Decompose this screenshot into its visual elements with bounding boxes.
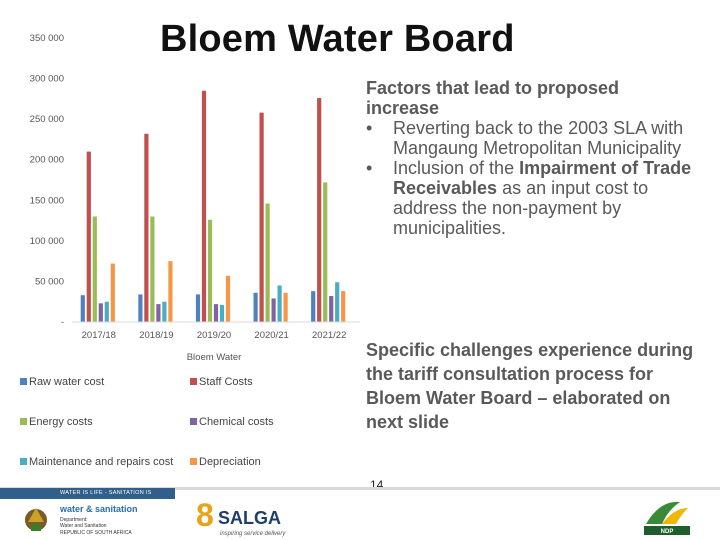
bar-chemical-costs-2019-20 [213, 304, 219, 322]
bar-energy-costs-2017-18 [92, 216, 97, 322]
legend: Raw water cost Staff Costs Energy costs Che… [20, 376, 274, 468]
footer-slogan: WATER IS LIFE - SANITATION IS DIGNITY [0, 488, 175, 507]
x-tick-label: 2021/22 [312, 330, 346, 341]
bar-maintenance-and-repairs-cost-2017-18 [104, 301, 109, 322]
legend-label: Chemical costs [199, 416, 274, 428]
bar-energy-costs-2020-21 [265, 203, 270, 322]
legend-label: Energy costs [29, 416, 93, 428]
x-axis: 2017/18 2018/19 2019/20 2020/21 2021/22 [82, 330, 347, 341]
bar-raw-water-cost-2017-18 [80, 295, 85, 322]
salga-logo-tagline: inspiring service delivery [220, 531, 286, 537]
y-tick-label: - [61, 317, 64, 328]
legend-label: Depreciation [199, 456, 261, 468]
slide-title: Bloem Water Board [160, 18, 515, 60]
bar-chemical-costs-2017-18 [98, 303, 103, 322]
ndp-logo: NDP [644, 501, 690, 535]
bar-raw-water-cost-2021-22 [311, 291, 316, 322]
factor-text-post: as an input cost to address the non-paym… [393, 178, 649, 238]
bar-chemical-costs-2020-21 [271, 298, 276, 322]
bar-raw-water-cost-2018-19 [138, 294, 143, 322]
bar-staff-costs-2019-20 [201, 90, 207, 322]
dws-logo-line1: water & sanitation [59, 504, 138, 514]
y-axis: - 50 000 100 000 150 000 200 000 250 000 300 0… [30, 33, 64, 328]
dws-logo: water & sanitation Department: Water and… [25, 504, 138, 536]
dws-logo-line4: REPUBLIC OF SOUTH AFRICA [60, 530, 132, 536]
y-tick-label: 200 000 [30, 155, 64, 166]
bar-maintenance-and-repairs-cost-2020-21 [277, 285, 282, 322]
y-tick-label: 350 000 [30, 33, 64, 44]
bar-chemical-costs-2021-22 [329, 296, 334, 322]
factor-item: • Inclusion of the Impairment of Trade R… [366, 158, 696, 238]
factors-list: • Reverting back to the 2003 SLA with Ma… [366, 118, 696, 238]
bar-depreciation-2021-22 [341, 291, 346, 322]
legend-label: Maintenance and repairs cost [29, 456, 173, 468]
bar-staff-costs-2021-22 [317, 98, 322, 322]
bullet-icon: • [366, 158, 373, 178]
factor-item: • Reverting back to the 2003 SLA with Ma… [366, 118, 696, 158]
x-tick-label: 2017/18 [82, 330, 116, 341]
bar-staff-costs-2017-18 [86, 151, 91, 322]
factor-text: Reverting back to the 2003 SLA with Mang… [393, 118, 684, 158]
bar-depreciation-2020-21 [283, 292, 288, 322]
legend-label: Raw water cost [29, 376, 104, 388]
dws-logo-line2: Department: [60, 517, 88, 523]
legend-label: Staff Costs [199, 376, 253, 388]
bar-energy-costs-2019-20 [207, 219, 213, 322]
salga-logo: 8 SALGA inspiring service delivery [196, 497, 286, 537]
factor-text-pre: Inclusion of the [393, 158, 520, 178]
bar-chart: - 50 000 100 000 150 000 200 000 250 000 300 0… [20, 33, 360, 468]
bar-maintenance-and-repairs-cost-2018-19 [162, 301, 167, 322]
legend-swatch [190, 378, 197, 385]
bar-maintenance-and-repairs-cost-2019-20 [219, 304, 225, 322]
bar-raw-water-cost-2019-20 [195, 294, 201, 322]
x-tick-label: 2019/20 [197, 330, 231, 341]
salga-logo-number: 8 [196, 497, 214, 533]
x-tick-label: 2018/19 [139, 330, 173, 341]
ndp-logo-name: NDP [661, 529, 674, 535]
y-tick-label: 150 000 [30, 195, 64, 206]
bar-depreciation-2017-18 [110, 263, 115, 322]
challenges-text: Specific challenges experience during th… [366, 340, 694, 432]
footer-divider [0, 487, 720, 490]
salga-logo-name: SALGA [218, 508, 281, 528]
x-axis-label: Bloem Water [187, 352, 242, 363]
bar-maintenance-and-repairs-cost-2021-22 [335, 282, 340, 322]
factors-panel: Factors that lead to proposed increase •… [366, 78, 696, 238]
y-tick-label: 100 000 [30, 236, 64, 247]
bar-depreciation-2018-19 [168, 261, 173, 322]
bar-depreciation-2019-20 [225, 275, 231, 322]
bar-chemical-costs-2018-19 [156, 304, 161, 322]
factors-heading: Factors that lead to proposed increase [366, 78, 620, 118]
bar-staff-costs-2020-21 [259, 112, 264, 322]
x-tick-label: 2020/21 [254, 330, 288, 341]
legend-swatch [190, 418, 197, 425]
bullet-icon: • [366, 118, 373, 138]
y-tick-label: 250 000 [30, 114, 64, 125]
bar-series-group [80, 90, 346, 322]
legend-swatch [20, 418, 27, 425]
ndp-emblem-icon [644, 501, 690, 535]
dws-logo-line3: Water and Sanitation [60, 523, 107, 529]
legend-swatch [20, 458, 27, 465]
bar-raw-water-cost-2020-21 [253, 292, 258, 322]
legend-swatch [190, 458, 197, 465]
y-tick-label: 50 000 [35, 276, 64, 287]
bar-staff-costs-2018-19 [144, 133, 149, 322]
coat-of-arms-icon [25, 508, 47, 531]
bar-energy-costs-2021-22 [323, 182, 328, 322]
y-tick-label: 300 000 [30, 74, 64, 85]
factor-text-bold: Impairment of Trade Receivables [393, 158, 692, 198]
bar-energy-costs-2018-19 [150, 216, 155, 322]
legend-swatch [20, 378, 27, 385]
